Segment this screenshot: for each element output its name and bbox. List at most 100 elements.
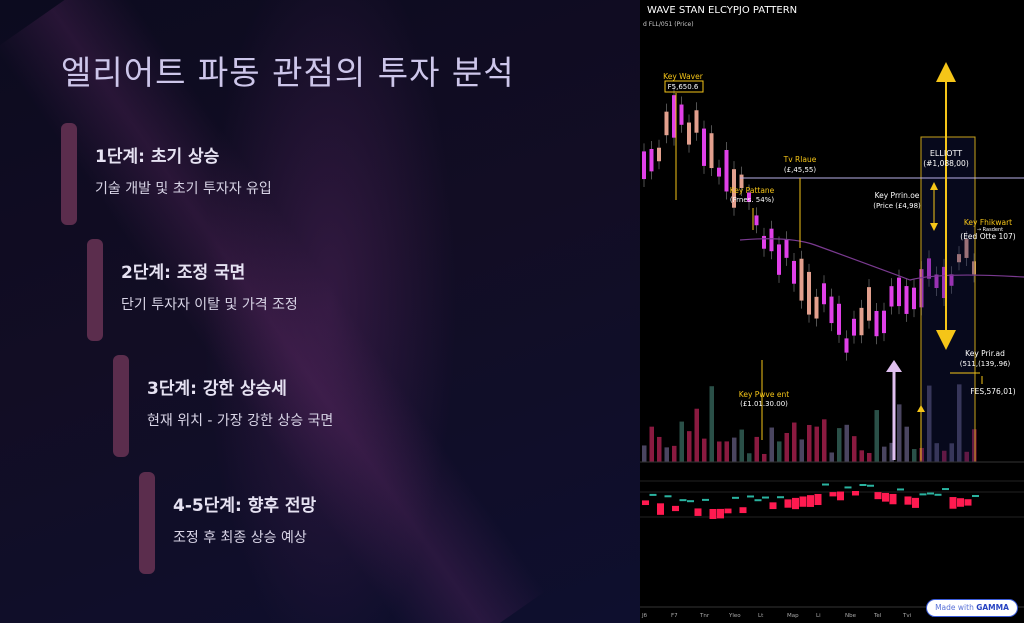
oscillator-bar [814, 493, 822, 506]
volume-bar [912, 449, 917, 462]
x-tick-label: Tel [873, 613, 882, 619]
volume-bar [814, 426, 819, 462]
slide-content: 엘리어트 파동 관점의 투자 분석 1단계: 초기 상승 기술 개발 및 초기 … [0, 0, 640, 623]
oscillator-bar [844, 486, 852, 489]
candle [762, 235, 766, 249]
moving-average-line [739, 238, 1024, 281]
oscillator-bar [724, 508, 732, 514]
volume-bar [784, 432, 789, 462]
volume-bar [942, 450, 947, 462]
candle [949, 274, 954, 286]
step-2-desc: 단기 투자자 이탈 및 가격 조정 [121, 297, 298, 313]
step-1-desc: 기술 개발 및 초기 투자자 유입 [95, 181, 272, 197]
oscillator-bar [702, 498, 709, 501]
candle [904, 286, 909, 314]
annotation-value: (Frnes. 54%) [730, 196, 774, 204]
step-2-heading: 2단계: 조정 국면 [121, 263, 246, 283]
volume-bar [889, 442, 894, 462]
candle [867, 287, 871, 321]
candle [859, 307, 864, 336]
made-with-gamma-badge[interactable]: Made with GAMMA [926, 599, 1018, 617]
candle [694, 110, 699, 133]
candle [889, 286, 894, 307]
oscillator-bar [642, 500, 649, 506]
oscillator-bar [927, 492, 934, 495]
step-4-marker [139, 472, 155, 574]
oscillator-bar [822, 483, 829, 486]
volume-bar [664, 447, 669, 462]
annotation-label: Key Prrin.oe [875, 191, 920, 200]
oscillator-bar [859, 484, 867, 487]
candle [777, 244, 781, 275]
volume-bar [717, 441, 722, 462]
oscillator-bar [837, 491, 844, 501]
oscillator-bar [717, 508, 724, 519]
volume-bar [649, 426, 654, 462]
volume-bar [732, 437, 737, 462]
candle [814, 296, 819, 319]
candle [672, 95, 676, 138]
candle [844, 338, 849, 353]
annotation-label: Key Waver [663, 72, 704, 81]
oscillator-bar [679, 499, 687, 502]
x-tick-label: Yleo [728, 613, 741, 619]
volume-bar [709, 386, 714, 462]
oscillator-bar [657, 503, 664, 515]
oscillator-bar [957, 498, 964, 507]
candle [874, 310, 879, 337]
oscillator-bar [784, 499, 792, 508]
badge-prefix: Made with [935, 603, 974, 612]
annotation-value: (£,45,55) [784, 166, 816, 174]
volume-bar [777, 441, 782, 462]
candle [702, 128, 706, 166]
oscillator-bar [747, 495, 754, 498]
candle [687, 122, 691, 145]
volume-bar [934, 443, 939, 462]
volume-bar [882, 446, 887, 462]
annotation-value: (£1.01.30.00) [740, 400, 788, 408]
candle [852, 318, 856, 336]
oscillator-bar [972, 495, 979, 498]
oscillator-bar [897, 488, 904, 491]
oscillator-bar [882, 492, 889, 502]
oscillator-bar [867, 484, 874, 487]
volume-bar [642, 445, 647, 462]
x-tick-label: Li [816, 613, 821, 619]
oscillator-bar [709, 508, 717, 519]
candle [642, 151, 646, 180]
oscillator-bar [964, 499, 972, 506]
volume-bar [762, 453, 767, 462]
candle [747, 192, 751, 202]
oscillator-bar [852, 491, 859, 496]
candle [829, 296, 834, 324]
candle [754, 215, 759, 226]
annotation-label: Tv Rlaue [783, 155, 817, 164]
oscillator-bar [769, 502, 777, 510]
volume-bar [799, 439, 804, 462]
annotation-value: (Price (£4,98) [873, 202, 921, 210]
annotation-value: (#1,088,00) [923, 159, 969, 168]
oscillator-bar [762, 496, 769, 499]
oscillator-bar [919, 493, 927, 496]
candle [957, 254, 961, 263]
oscillator-bar [672, 505, 679, 512]
volume-bar [657, 436, 662, 462]
candle [942, 266, 946, 299]
oscillator-bar [829, 492, 837, 497]
chart-subtitle: d FLL/051 (Price) [643, 21, 694, 28]
x-tick-label: Jб [641, 613, 648, 619]
oscillator-bar [687, 500, 694, 503]
step-4-heading: 4-5단계: 향후 전망 [173, 496, 317, 516]
oscillator-bar [694, 508, 702, 516]
oscillator-bar [754, 499, 762, 502]
volume-bar [822, 419, 827, 462]
volume-bar [919, 447, 924, 462]
volume-bar [672, 445, 677, 462]
volume-bar [829, 452, 834, 462]
elliott-wave-chart-image: WAVE STAN ELCYPJO PATTERN d FLL/051 (Pri… [640, 0, 1024, 623]
step-4-desc: 조정 후 최종 상승 예상 [173, 530, 307, 546]
candle [664, 111, 669, 136]
step-1-marker [61, 123, 77, 225]
elliott-highlight-box [920, 136, 976, 463]
x-tick-label: F7 [671, 613, 678, 619]
